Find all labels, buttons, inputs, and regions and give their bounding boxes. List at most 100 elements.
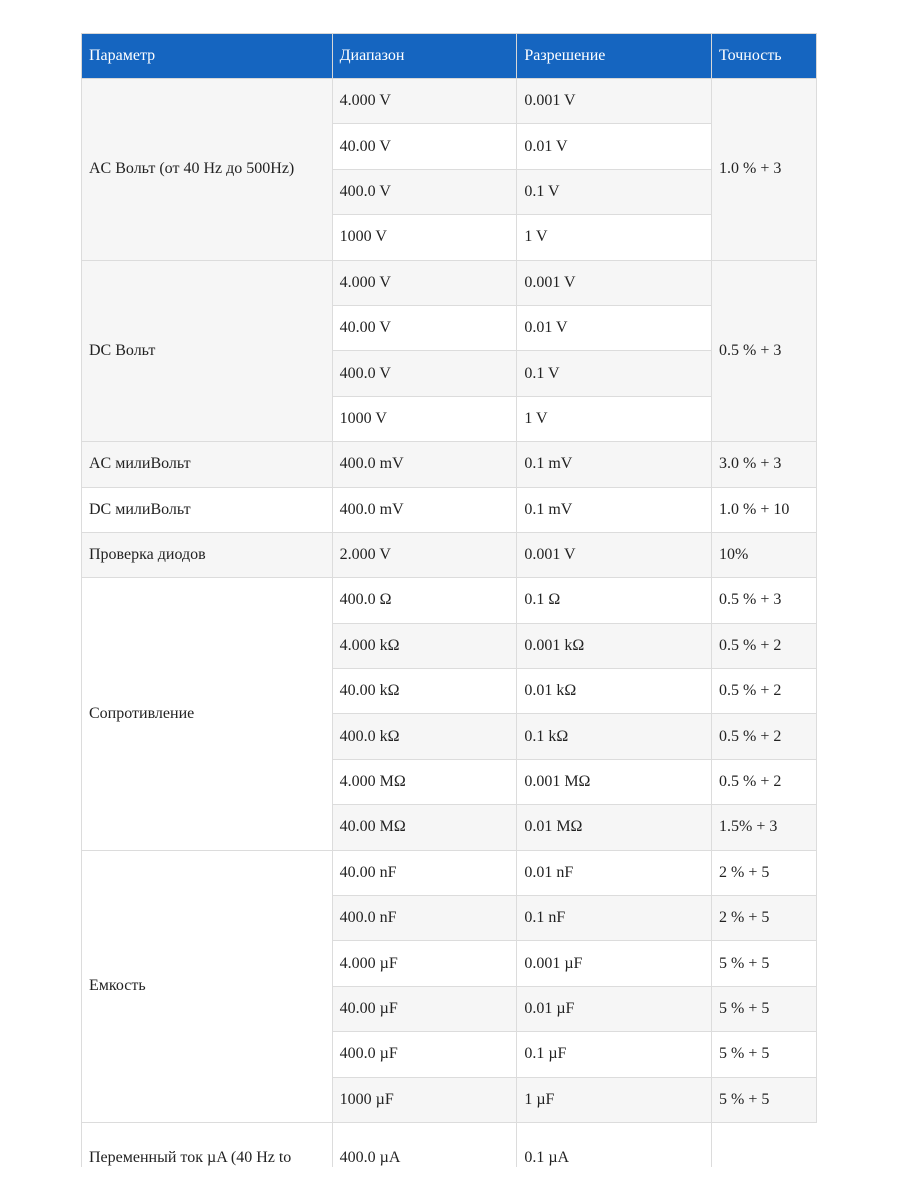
range-cell: 400.0 V [331,350,518,397]
table-row: Емкость 40.00 nF 0.01 nF 2 % + 5 [81,849,817,1123]
table-row: 4.000 µF 0.001 µF 5 % + 5 [82,940,817,987]
table-row: Сопротивление 400.0 Ω 0.1 Ω 0.5 % + 3 [81,577,817,851]
range-cell: 40.00 µF [331,985,518,1033]
table-row: 4.000 MΩ 0.001 MΩ 0.5 % + 2 [82,758,817,806]
accuracy-cell: 0.5 % + 3 [711,259,817,443]
accuracy-cell: 5 % + 5 [711,1076,817,1123]
accuracy-cell: 5 % + 5 [711,985,817,1033]
accuracy-cell: 10% [711,531,817,579]
spec-table: Параметр Диапазон Разрешение Точность AC Во… [81,33,817,1167]
accuracy-cell: 1.0 % + 3 [711,78,817,261]
accuracy-cell: 0.5 % + 2 [711,713,817,760]
accuracy-cell: 0.5 % + 2 [711,668,817,715]
resolution-cell: 0.1 Ω [516,577,713,624]
table-row: 4.000 kΩ 0.001 kΩ 0.5 % + 2 [82,622,817,670]
table-row: 1000 µF 1 µF 5 % + 5 [82,1076,817,1123]
accuracy-cell: 0.5 % + 3 [711,577,817,624]
accuracy-cell: 0.5 % + 2 [711,622,817,670]
range-cell: 1000 V [331,214,518,261]
resolution-cell: 0.001 µF [516,940,713,987]
parameter-cell: Переменный ток µA (40 Hz to [81,1121,333,1167]
resolution-cell: 0.01 V [516,304,713,352]
resolution-cell: 0.001 MΩ [516,758,713,806]
range-cell: 40.00 V [331,304,518,352]
table-row: 40.00 kΩ 0.01 kΩ 0.5 % + 2 [82,668,817,715]
parameter-cell: Проверка диодов [81,531,333,579]
resolution-cell: 0.01 µF [516,985,713,1033]
range-cell: 400.0 mV [331,441,518,488]
resolution-cell: 0.1 V [516,350,713,397]
range-cell: 4.000 V [331,259,518,306]
accuracy-cell: 0.5 % + 2 [711,758,817,806]
accuracy-cell: 5 % + 5 [711,940,817,987]
resolution-cell: 0.001 V [516,531,713,579]
range-cell: 2.000 V [331,531,518,579]
resolution-cell: 0.1 µA [516,1121,713,1167]
parameter-cell: DC Вольт [81,259,333,443]
page: Параметр Диапазон Разрешение Точность AC Во… [81,33,817,1167]
range-cell: 40.00 kΩ [331,668,518,715]
accuracy-cell: 2 % + 5 [711,849,817,897]
accuracy-cell: 1.0 % + 10 [711,486,817,533]
table-row: DC Вольт 4.000 V 0.001 V 0.5 % + 3 [81,259,817,443]
resolution-cell: 1 µF [516,1076,713,1123]
table-row: DC милиВольт 400.0 mV 0.1 mV 1.0 % + 10 [81,486,817,533]
table-row: 400.0 V 0.1 V [82,168,817,216]
accuracy-cell: 3.0 % + 3 [711,441,817,488]
resolution-cell: 0.1 mV [516,441,713,488]
table-row: AC Вольт (от 40 Hz до 500Hz) 4.000 V 0.001… [81,77,817,261]
resolution-cell: 1 V [516,395,713,443]
resolution-cell: 0.1 kΩ [516,713,713,760]
parameter-cell: Емкость [81,849,333,1123]
header-cell: Разрешение [516,33,713,79]
range-cell: 400.0 µF [331,1031,518,1078]
range-cell: 40.00 nF [331,849,518,897]
resolution-cell: 0.01 nF [516,849,713,897]
blank-cell [711,1122,817,1167]
header-cell: Точность [711,33,817,79]
parameter-cell: DC милиВольт [81,486,333,533]
range-cell: 1000 µF [331,1076,518,1123]
table-row: 40.00 V 0.01 V [82,123,817,170]
range-cell: 4.000 V [331,77,518,125]
resolution-cell: 0.01 kΩ [516,668,713,715]
range-cell: 400.0 mV [331,486,518,533]
table-row: AC милиВольт 400.0 mV 0.1 mV 3.0 % + 3 [81,441,817,488]
range-cell: 40.00 MΩ [331,804,518,851]
resolution-cell: 0.1 V [516,168,713,216]
table-row: Проверка диодов 2.000 V 0.001 V 10% [81,531,817,579]
table-row: 400.0 V 0.1 V [82,350,817,397]
resolution-cell: 0.001 V [516,259,713,306]
resolution-cell: 0.1 nF [516,895,713,942]
resolution-cell: 1 V [516,214,713,261]
accuracy-cell: 1.5% + 3 [711,804,817,851]
parameter-cell: AC милиВольт [81,441,333,488]
range-cell: 400.0 µA [331,1121,518,1167]
parameter-cell: AC Вольт (от 40 Hz до 500Hz) [81,78,333,261]
range-cell: 1000 V [331,395,518,443]
resolution-cell: 0.001 kΩ [516,622,713,670]
table-row: Переменный ток µA (40 Hz to 400.0 µA 0.1 µ… [81,1121,817,1167]
range-cell: 4.000 kΩ [331,622,518,670]
resolution-cell: 0.1 mV [516,486,713,533]
accuracy-cell: 5 % + 5 [711,1031,817,1078]
resolution-cell: 0.01 V [516,123,713,170]
range-cell: 400.0 kΩ [331,713,518,760]
range-cell: 400.0 V [331,168,518,216]
accuracy-cell: 2 % + 5 [711,895,817,942]
header-row: Параметр Диапазон Разрешение Точность [81,33,817,79]
range-cell: 400.0 nF [331,895,518,942]
range-cell: 40.00 V [331,123,518,170]
header-cell: Параметр [81,33,333,79]
table-row: 40.00 µF 0.01 µF 5 % + 5 [82,985,817,1033]
range-cell: 4.000 MΩ [331,758,518,806]
resolution-cell: 0.001 V [516,77,713,125]
table-row: 40.00 V 0.01 V [82,304,817,352]
table-row: 400.0 kΩ 0.1 kΩ 0.5 % + 2 [82,713,817,760]
resolution-cell: 0.01 MΩ [516,804,713,851]
range-cell: 4.000 µF [331,940,518,987]
parameter-cell: Сопротивление [81,577,333,851]
header-cell: Диапазон [331,33,518,79]
range-cell: 400.0 Ω [331,577,518,624]
